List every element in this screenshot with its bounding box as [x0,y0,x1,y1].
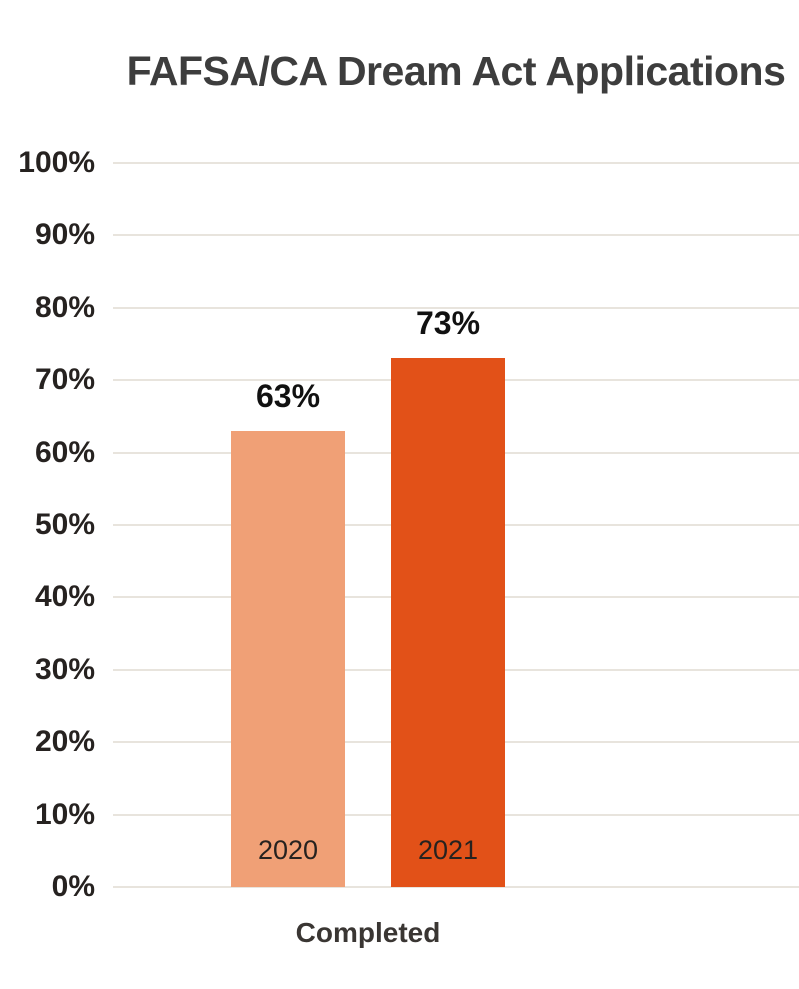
y-tick-label: 80% [34,290,95,324]
y-tick-label: 70% [34,363,95,397]
y-tick-label: 90% [34,218,95,252]
gridline [113,886,799,888]
x-axis-category-label: Completed [295,917,441,948]
bar-year-label: 2021 [417,835,479,865]
y-tick-label: 50% [34,508,95,541]
bar-value-label: 63% [255,377,321,414]
bar-year-label: 2020 [257,835,319,865]
gridline [113,162,799,164]
bar-value-label: 73% [415,305,481,342]
bar-2020 [231,430,345,887]
gridline [113,306,799,309]
y-tick-label: 20% [34,725,95,759]
chart-title: FAFSA/CA Dream Act Applications [126,48,786,94]
bar-2021 [391,358,505,887]
y-tick-label: 10% [34,797,95,831]
gridline [113,234,799,237]
y-tick-label: 100% [18,146,95,179]
y-tick-label: 30% [34,652,95,686]
y-tick-label: 0% [51,870,95,903]
y-tick-label: 60% [34,435,95,469]
y-tick-label: 40% [34,580,95,614]
